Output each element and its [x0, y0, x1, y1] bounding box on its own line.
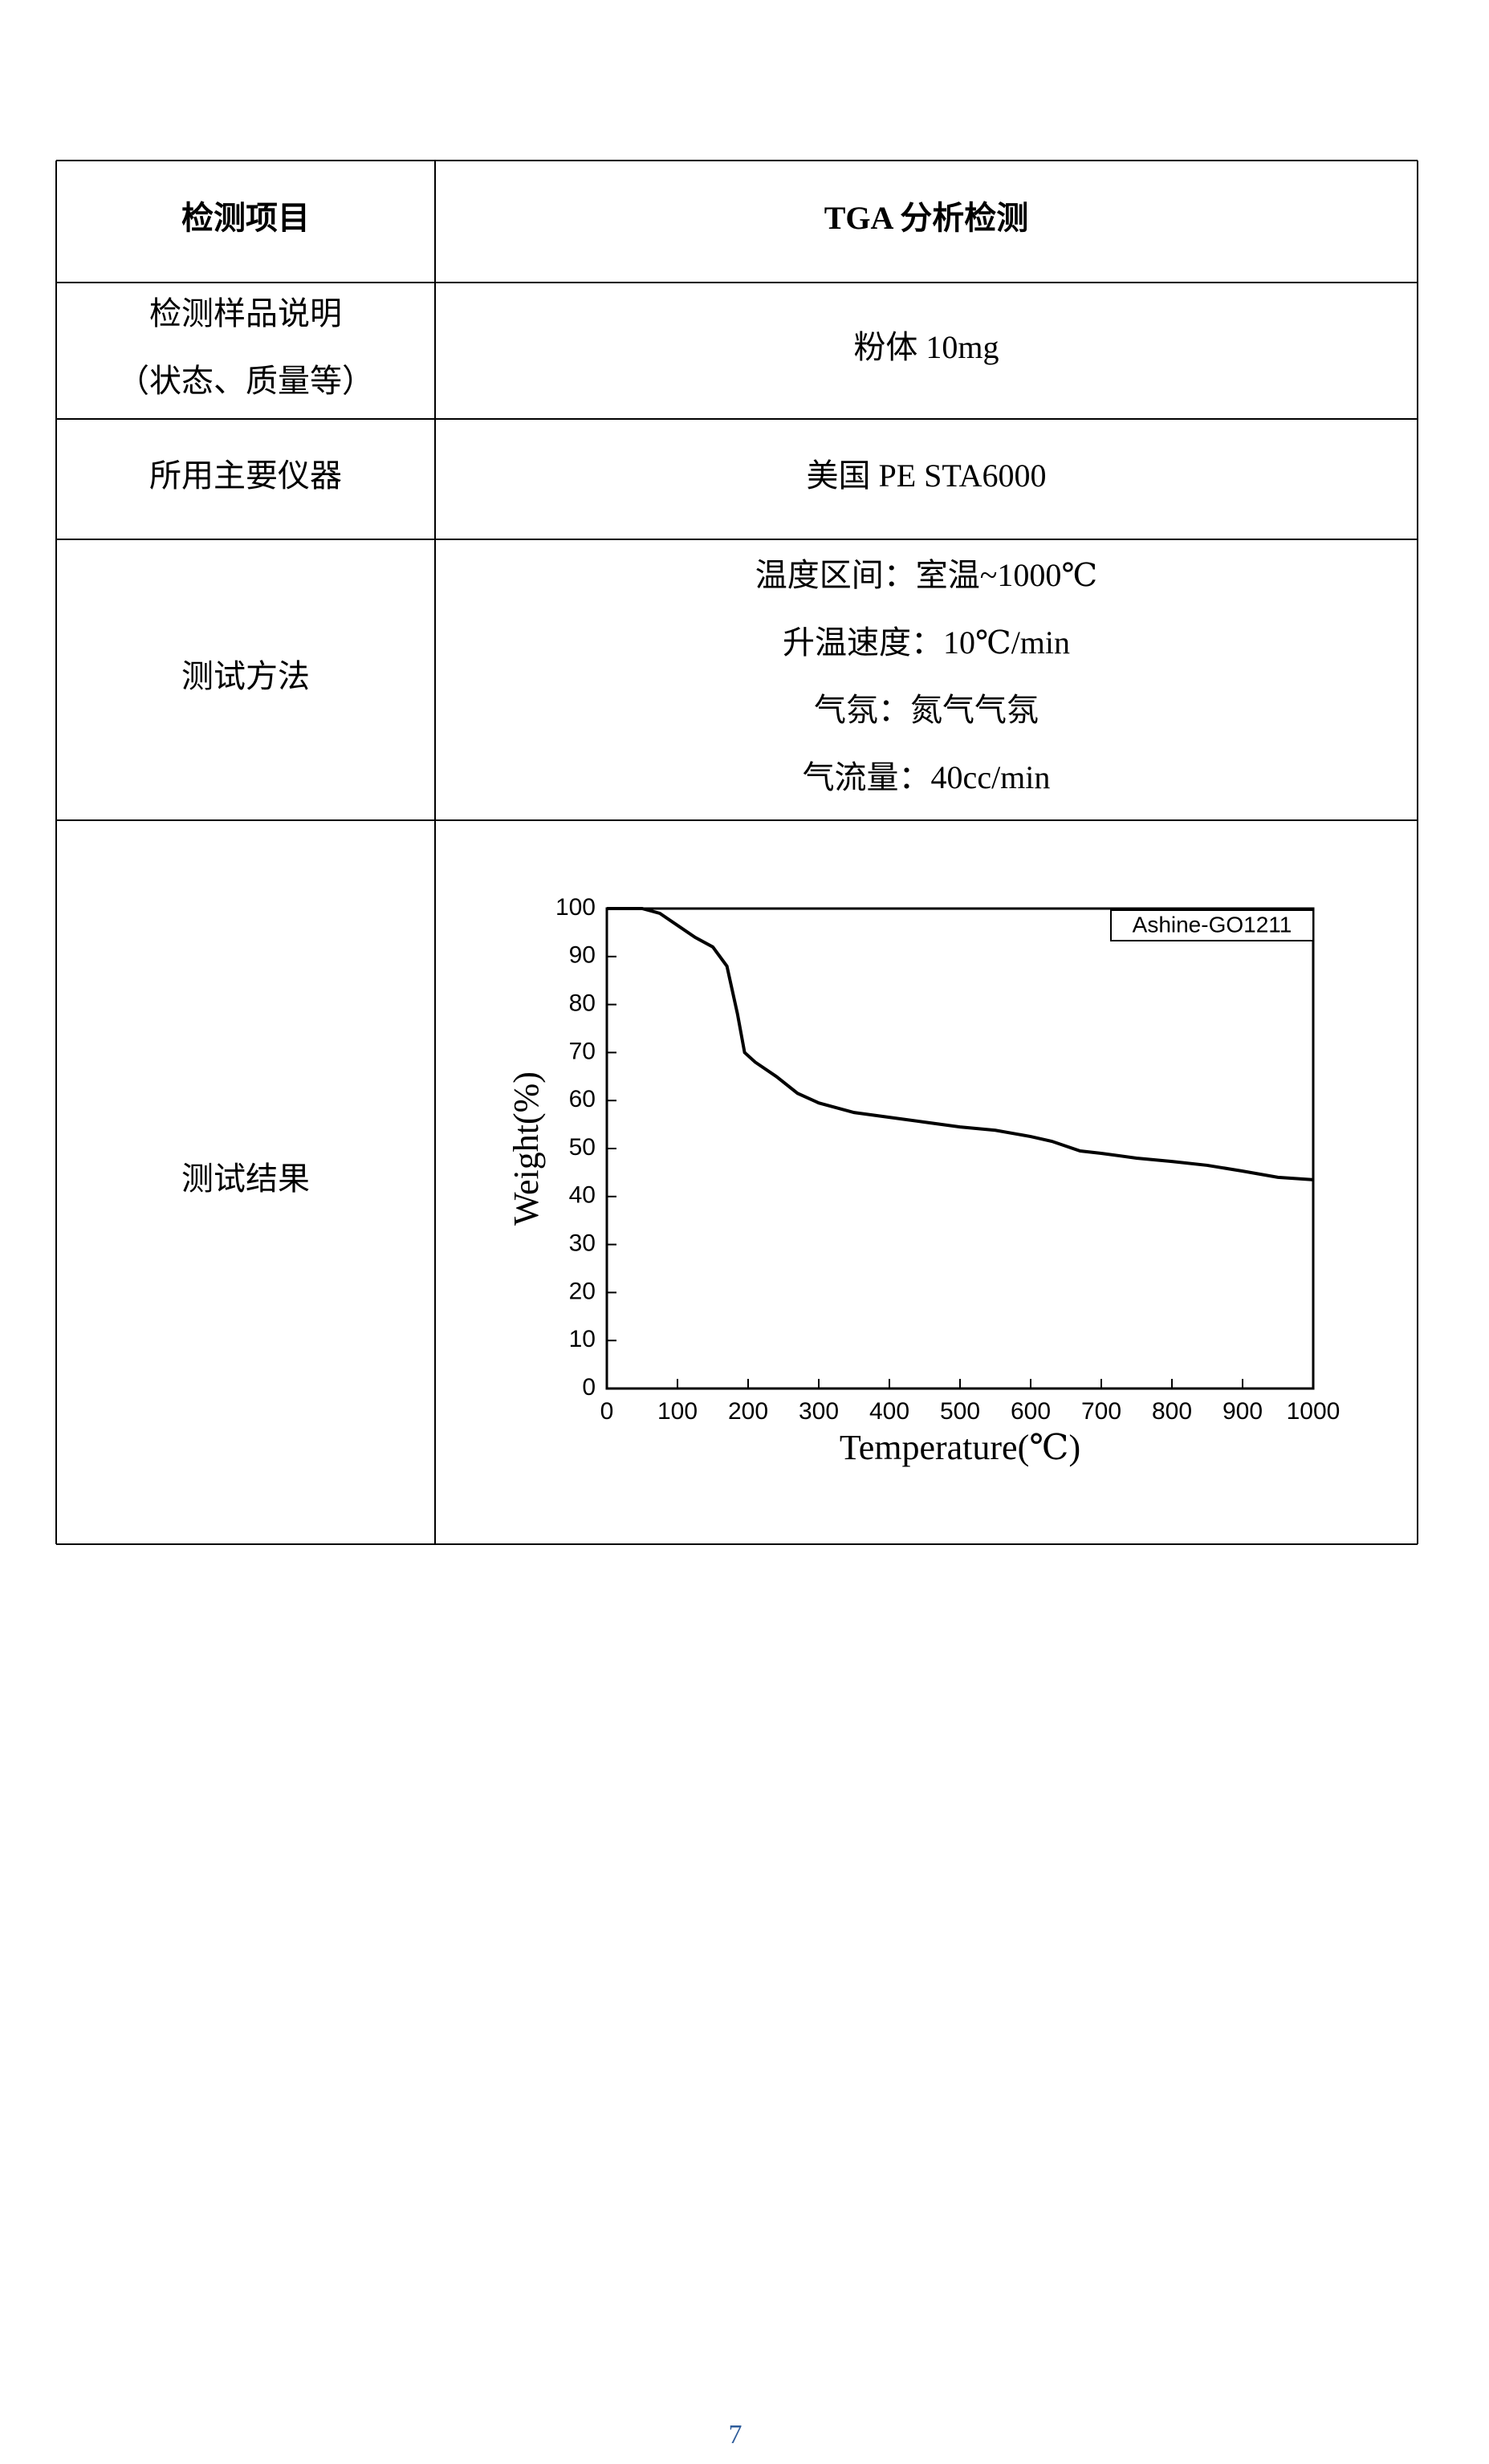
x-tick-label: 900	[1223, 1398, 1263, 1425]
cell-text: 升温速度：10℃/min	[783, 624, 1070, 661]
legend-box	[1110, 909, 1314, 941]
cell-text: 粉体 10mg	[853, 329, 999, 365]
cell-text: （状态、质量等）	[117, 363, 374, 399]
cell-text: 气氛：氮气气氛	[814, 692, 1039, 728]
x-tick-label: 1000	[1287, 1398, 1341, 1425]
y-tick-label: 70	[569, 1038, 596, 1064]
x-tick-label: 300	[799, 1398, 839, 1425]
y-tick-label: 80	[569, 990, 596, 1017]
header-cell: TGA 分析检测	[824, 200, 1028, 236]
x-tick-label: 600	[1011, 1398, 1051, 1425]
cell-text: 温度区间：室温~1000℃	[755, 557, 1097, 593]
y-tick-label: 100	[555, 894, 596, 921]
y-tick-label: 10	[569, 1326, 596, 1352]
data-line	[607, 907, 1314, 1181]
x-tick-label: 400	[869, 1398, 909, 1425]
y-axis-label: Weight(%)	[507, 1071, 546, 1226]
page-number: 7	[729, 2420, 742, 2450]
cell-text: 所用主要仪器	[149, 457, 342, 494]
y-tick-label: 30	[569, 1230, 596, 1257]
x-axis-label: Temperature(℃)	[840, 1428, 1080, 1467]
plot-frame	[605, 907, 1315, 1390]
x-tick-label: 500	[940, 1398, 980, 1425]
x-tick-label: 100	[657, 1398, 698, 1425]
header-cell: 检测项目	[181, 200, 310, 236]
y-tick-label: 90	[569, 942, 596, 969]
y-tick-label: 50	[569, 1134, 596, 1161]
cell-text: 检测样品说明	[149, 295, 342, 331]
y-tick-label: 60	[569, 1086, 596, 1112]
y-tick-label: 40	[569, 1182, 596, 1209]
legend-label: Ashine-GO1211	[1133, 912, 1292, 937]
x-tick-label: 200	[728, 1398, 768, 1425]
x-tick-label: 0	[600, 1398, 614, 1425]
x-tick-label: 700	[1081, 1398, 1121, 1425]
cell-text: 气流量：40cc/min	[803, 759, 1051, 795]
cell-text: 测试方法	[181, 658, 310, 694]
cell-text: 美国 PE STA6000	[806, 457, 1046, 494]
x-tick-label: 800	[1152, 1398, 1192, 1425]
y-tick-label: 20	[569, 1278, 596, 1304]
cell-text: 测试结果	[181, 1161, 310, 1197]
y-tick-label: 0	[582, 1374, 596, 1401]
